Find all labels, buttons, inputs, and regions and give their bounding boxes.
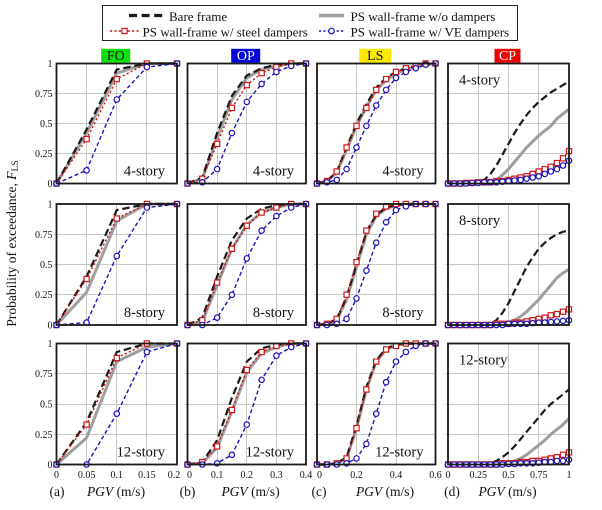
svg-text:0: 0 [54, 470, 59, 481]
svg-text:0: 0 [446, 470, 451, 481]
svg-text:0.2: 0.2 [168, 470, 181, 481]
svg-text:0.15: 0.15 [138, 470, 156, 481]
svg-text:4-story: 4-story [253, 164, 295, 180]
svg-text:Bare frame: Bare frame [169, 9, 227, 24]
svg-text:0.1: 0.1 [111, 470, 124, 481]
svg-text:8-story: 8-story [253, 305, 295, 321]
svg-text:1: 1 [567, 470, 572, 481]
svg-text:PS wall-frame w/ steel dampers: PS wall-frame w/ steel dampers [143, 24, 308, 39]
svg-text:0.5: 0.5 [502, 470, 515, 481]
svg-text:0.75: 0.75 [35, 369, 53, 380]
svg-text:8-story: 8-story [382, 305, 424, 321]
svg-text:0.25: 0.25 [35, 290, 53, 301]
svg-text:0.25: 0.25 [469, 470, 487, 481]
svg-text:4-story: 4-story [459, 73, 501, 89]
svg-text:0.05: 0.05 [78, 470, 96, 481]
svg-text:0.4: 0.4 [390, 470, 403, 481]
svg-text:8-story: 8-story [459, 213, 501, 229]
svg-text:CP: CP [499, 49, 516, 64]
svg-text:0.3: 0.3 [270, 470, 283, 481]
svg-text:12-story: 12-story [459, 353, 508, 369]
svg-text:1: 1 [48, 59, 53, 70]
svg-text:0.2: 0.2 [241, 470, 254, 481]
svg-text:4-story: 4-story [124, 164, 166, 180]
svg-text:0.25: 0.25 [35, 149, 53, 160]
svg-text:0.5: 0.5 [40, 400, 53, 411]
svg-text:(c): (c) [312, 484, 327, 499]
svg-text:0: 0 [48, 179, 53, 190]
svg-text:4-story: 4-story [382, 164, 424, 180]
svg-text:0.75: 0.75 [35, 89, 53, 100]
svg-text:0: 0 [48, 460, 53, 471]
svg-text:0: 0 [187, 470, 192, 481]
svg-text:PGV (m/s): PGV (m/s) [220, 484, 279, 499]
svg-text:12-story: 12-story [246, 445, 295, 461]
svg-text:PGV (m/s): PGV (m/s) [355, 484, 414, 499]
svg-text:PS wall-frame w/ VE dampers: PS wall-frame w/ VE dampers [351, 24, 510, 39]
svg-text:0.25: 0.25 [35, 430, 53, 441]
svg-text:0.1: 0.1 [211, 470, 224, 481]
svg-text:0.75: 0.75 [530, 470, 548, 481]
svg-text:12-story: 12-story [375, 445, 424, 461]
svg-text:0.2: 0.2 [350, 470, 363, 481]
svg-text:0: 0 [48, 321, 53, 332]
svg-text:1: 1 [48, 339, 53, 350]
svg-text:(a): (a) [50, 484, 65, 499]
svg-text:PS wall-frame w/o dampers: PS wall-frame w/o dampers [351, 9, 496, 24]
svg-text:0: 0 [317, 470, 322, 481]
svg-text:PGV (m/s): PGV (m/s) [477, 484, 536, 499]
svg-text:0.4: 0.4 [300, 470, 313, 481]
svg-text:0.5: 0.5 [40, 260, 53, 271]
svg-text:0.6: 0.6 [429, 470, 442, 481]
svg-text:(d): (d) [444, 484, 460, 499]
svg-text:OP: OP [237, 49, 255, 64]
svg-text:0.5: 0.5 [40, 119, 53, 130]
svg-text:1: 1 [48, 200, 53, 211]
svg-text:LS: LS [367, 49, 383, 64]
svg-text:Probability of exceedance, FLS: Probability of exceedance, FLS [4, 160, 21, 326]
svg-text:12-story: 12-story [117, 445, 166, 461]
svg-text:(b): (b) [180, 484, 196, 499]
svg-text:8-story: 8-story [124, 305, 166, 321]
svg-text:FO: FO [107, 49, 125, 64]
svg-text:PGV (m/s): PGV (m/s) [86, 484, 145, 499]
svg-text:0.75: 0.75 [35, 230, 53, 241]
